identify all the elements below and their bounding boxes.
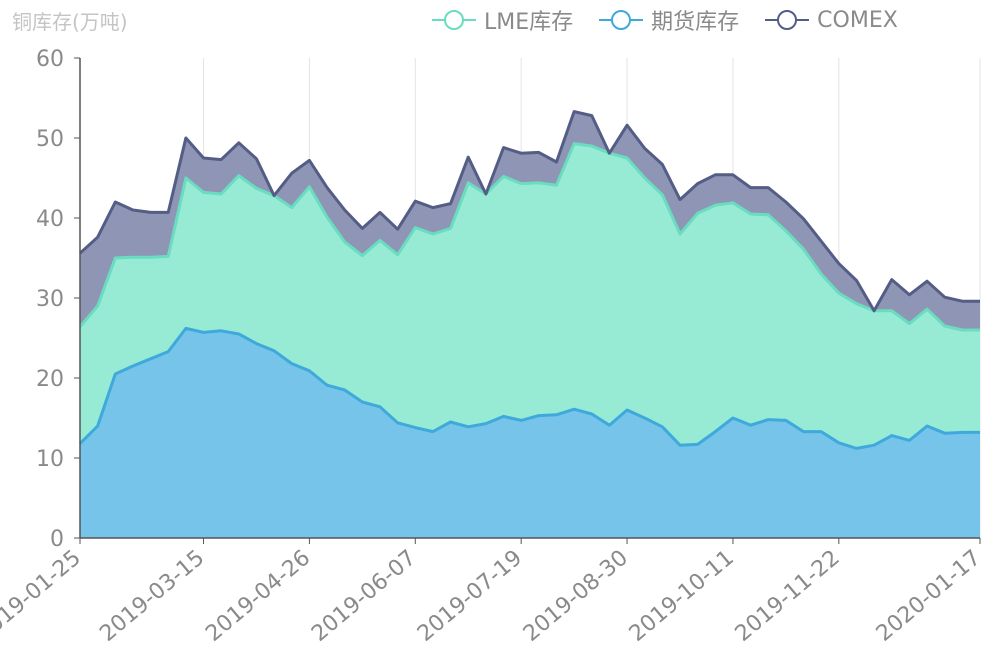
x-tick-label-2019-06-07: 2019-06-07 xyxy=(307,545,421,646)
legend-label-comex: COMEX xyxy=(817,7,898,33)
legend-label-futures: 期货库存 xyxy=(651,10,740,35)
line-series-1 xyxy=(78,142,980,332)
legend-item-lme[interactable]: LME库存 xyxy=(430,4,573,36)
line-series-2 xyxy=(78,110,980,313)
legend-label-lme: LME库存 xyxy=(484,10,574,35)
legend-marker-comex xyxy=(765,10,810,30)
line-series-0 xyxy=(78,326,980,450)
area-series-2 xyxy=(80,111,980,330)
x-tick-label-2020-01-17: 2020-01-17 xyxy=(872,545,986,646)
x-tick-label-2019-07-19: 2019-07-19 xyxy=(413,545,527,646)
y-tick-label-60: 60 xyxy=(36,47,64,72)
x-tick-label-2019-08-30: 2019-08-30 xyxy=(519,545,633,646)
y-tick-label-10: 10 xyxy=(36,447,64,472)
legend: LME库存 期货库存 COMEX xyxy=(430,4,898,36)
legend-item-comex[interactable]: COMEX xyxy=(763,8,898,33)
legend-marker-futures xyxy=(599,10,644,30)
x-tick-label-2019-01-25: 2019-01-25 xyxy=(0,545,86,646)
y-tick-label-50: 50 xyxy=(36,127,64,152)
area-series-1 xyxy=(80,143,980,449)
legend-item-futures[interactable]: 期货库存 xyxy=(597,4,739,36)
x-tick-label-2019-04-26: 2019-04-26 xyxy=(201,545,315,646)
y-axis-title: 铜库存(万吨) xyxy=(12,10,128,34)
y-tick-label-0: 0 xyxy=(50,527,64,552)
y-tick-label-20: 20 xyxy=(36,367,64,392)
x-tick-label-2019-03-15: 2019-03-15 xyxy=(95,545,209,646)
y-tick-label-30: 30 xyxy=(36,287,64,312)
legend-marker-lme xyxy=(432,10,476,30)
x-tick-label-2019-10-11: 2019-10-11 xyxy=(625,545,739,646)
y-tick-label-40: 40 xyxy=(36,207,64,232)
x-tick-label-2019-11-22: 2019-11-22 xyxy=(731,545,845,646)
area-series-0 xyxy=(80,328,980,538)
